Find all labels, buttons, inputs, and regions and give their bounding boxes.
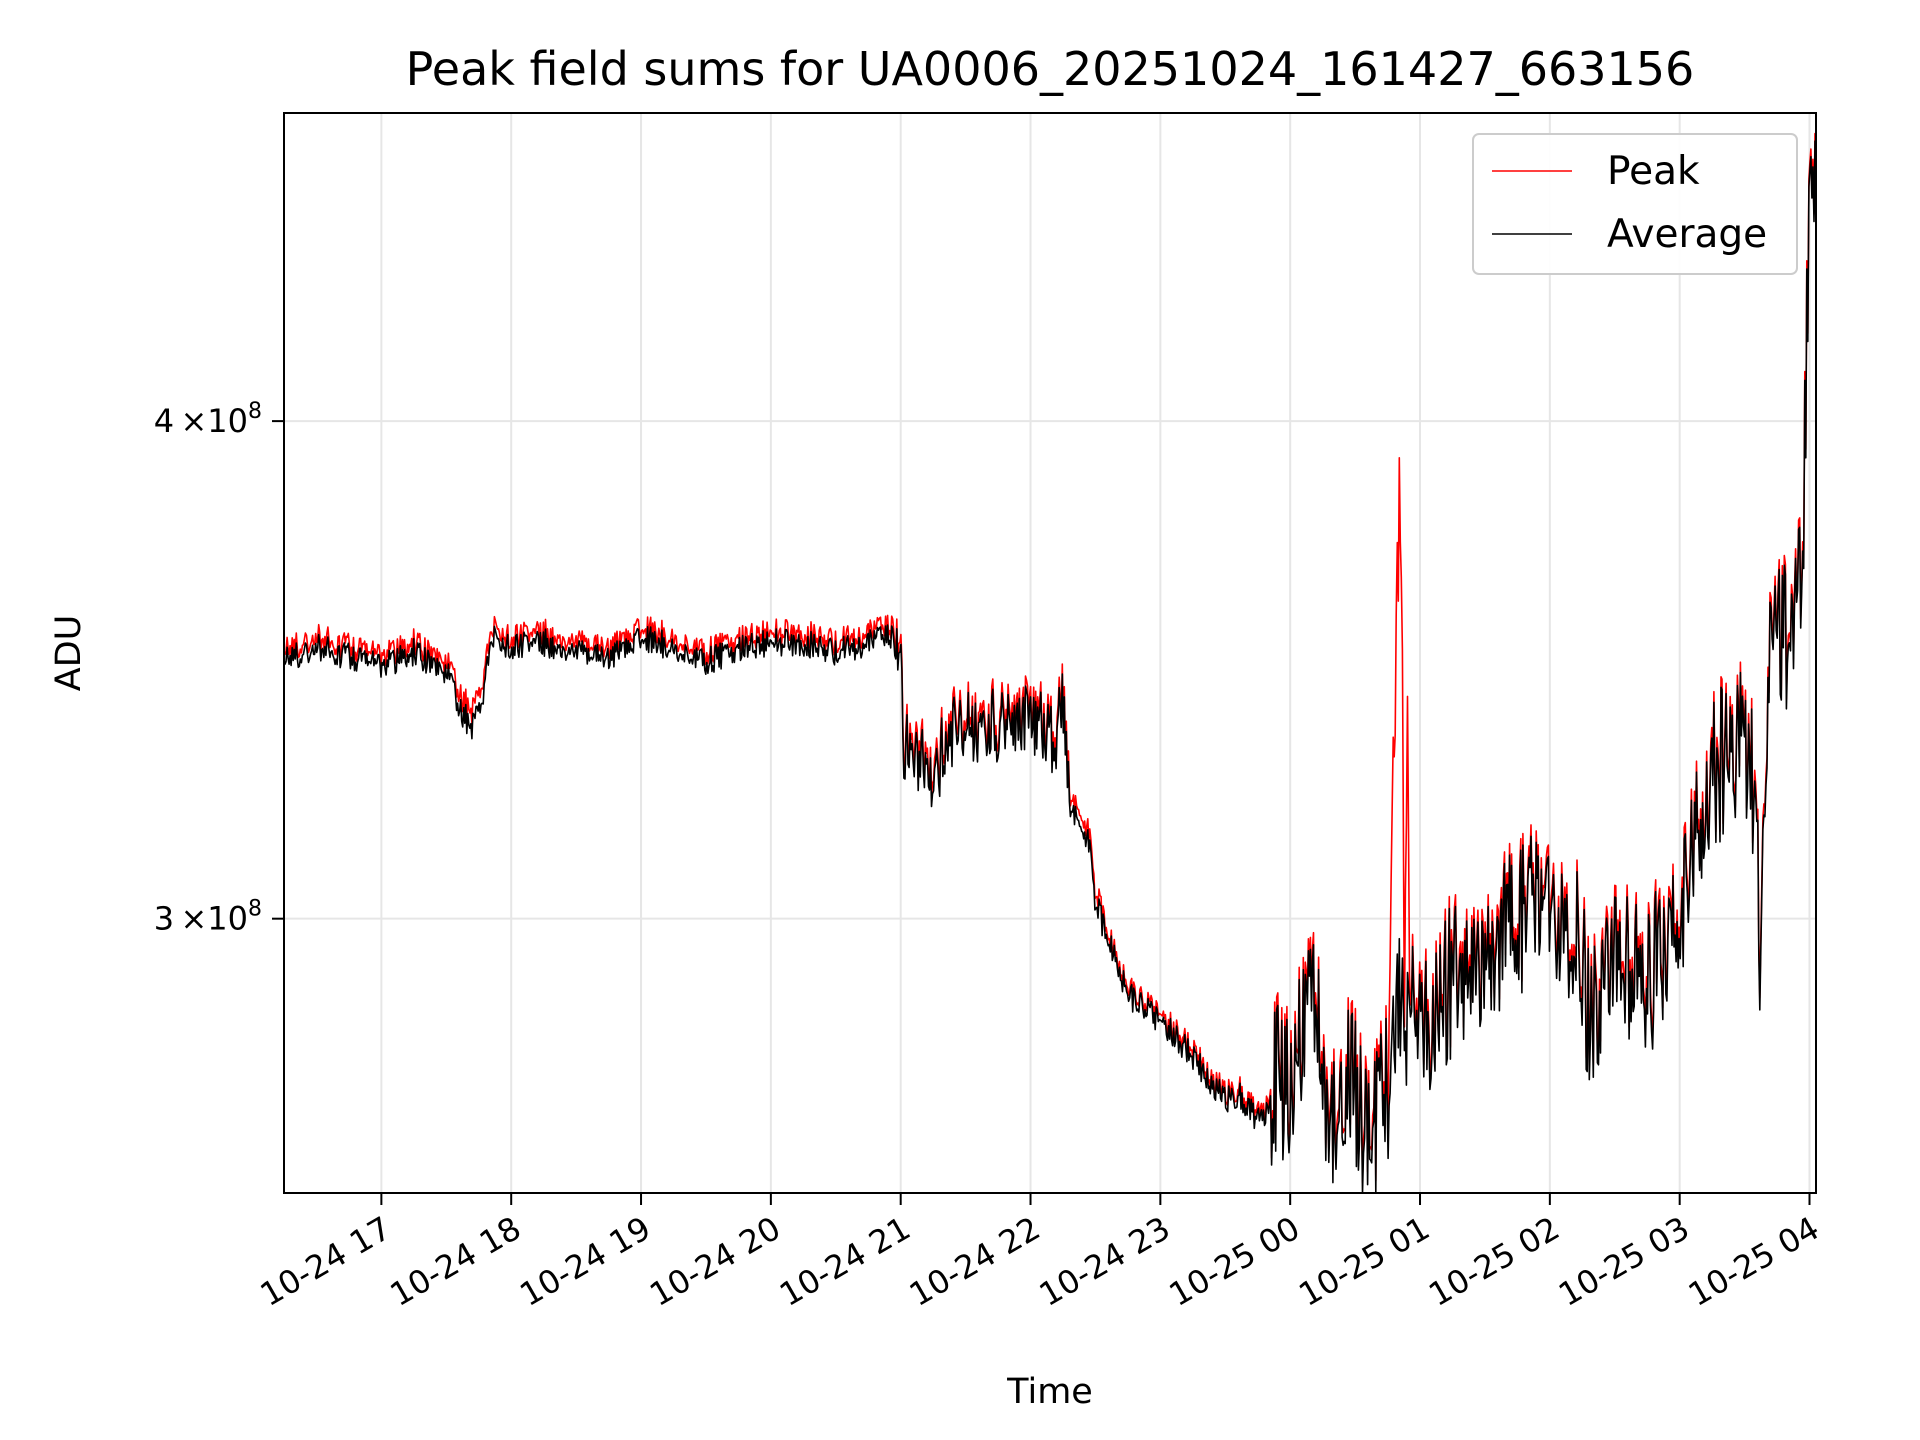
legend-label-peak: Peak [1607, 149, 1700, 194]
y-tick-label: 3 ×108 [154, 897, 262, 938]
legend-label-average: Average [1607, 212, 1767, 257]
series-line-average [283, 140, 1817, 1194]
y-tick-label: 4 ×108 [154, 399, 262, 440]
y-axis-ticks: 3 ×108 4 ×108 [154, 399, 284, 938]
plot-frame [283, 112, 1817, 1194]
legend-box [1472, 133, 1798, 275]
x-axis-label: Time [1006, 1372, 1093, 1412]
chart-title: Peak field sums for UA0006_20251024_1614… [406, 42, 1695, 96]
series-layer [283, 132, 1817, 1194]
grid-layer [284, 113, 1816, 1193]
y-axis-label: ADU [49, 615, 89, 692]
legend: Peak Average [1472, 133, 1798, 275]
